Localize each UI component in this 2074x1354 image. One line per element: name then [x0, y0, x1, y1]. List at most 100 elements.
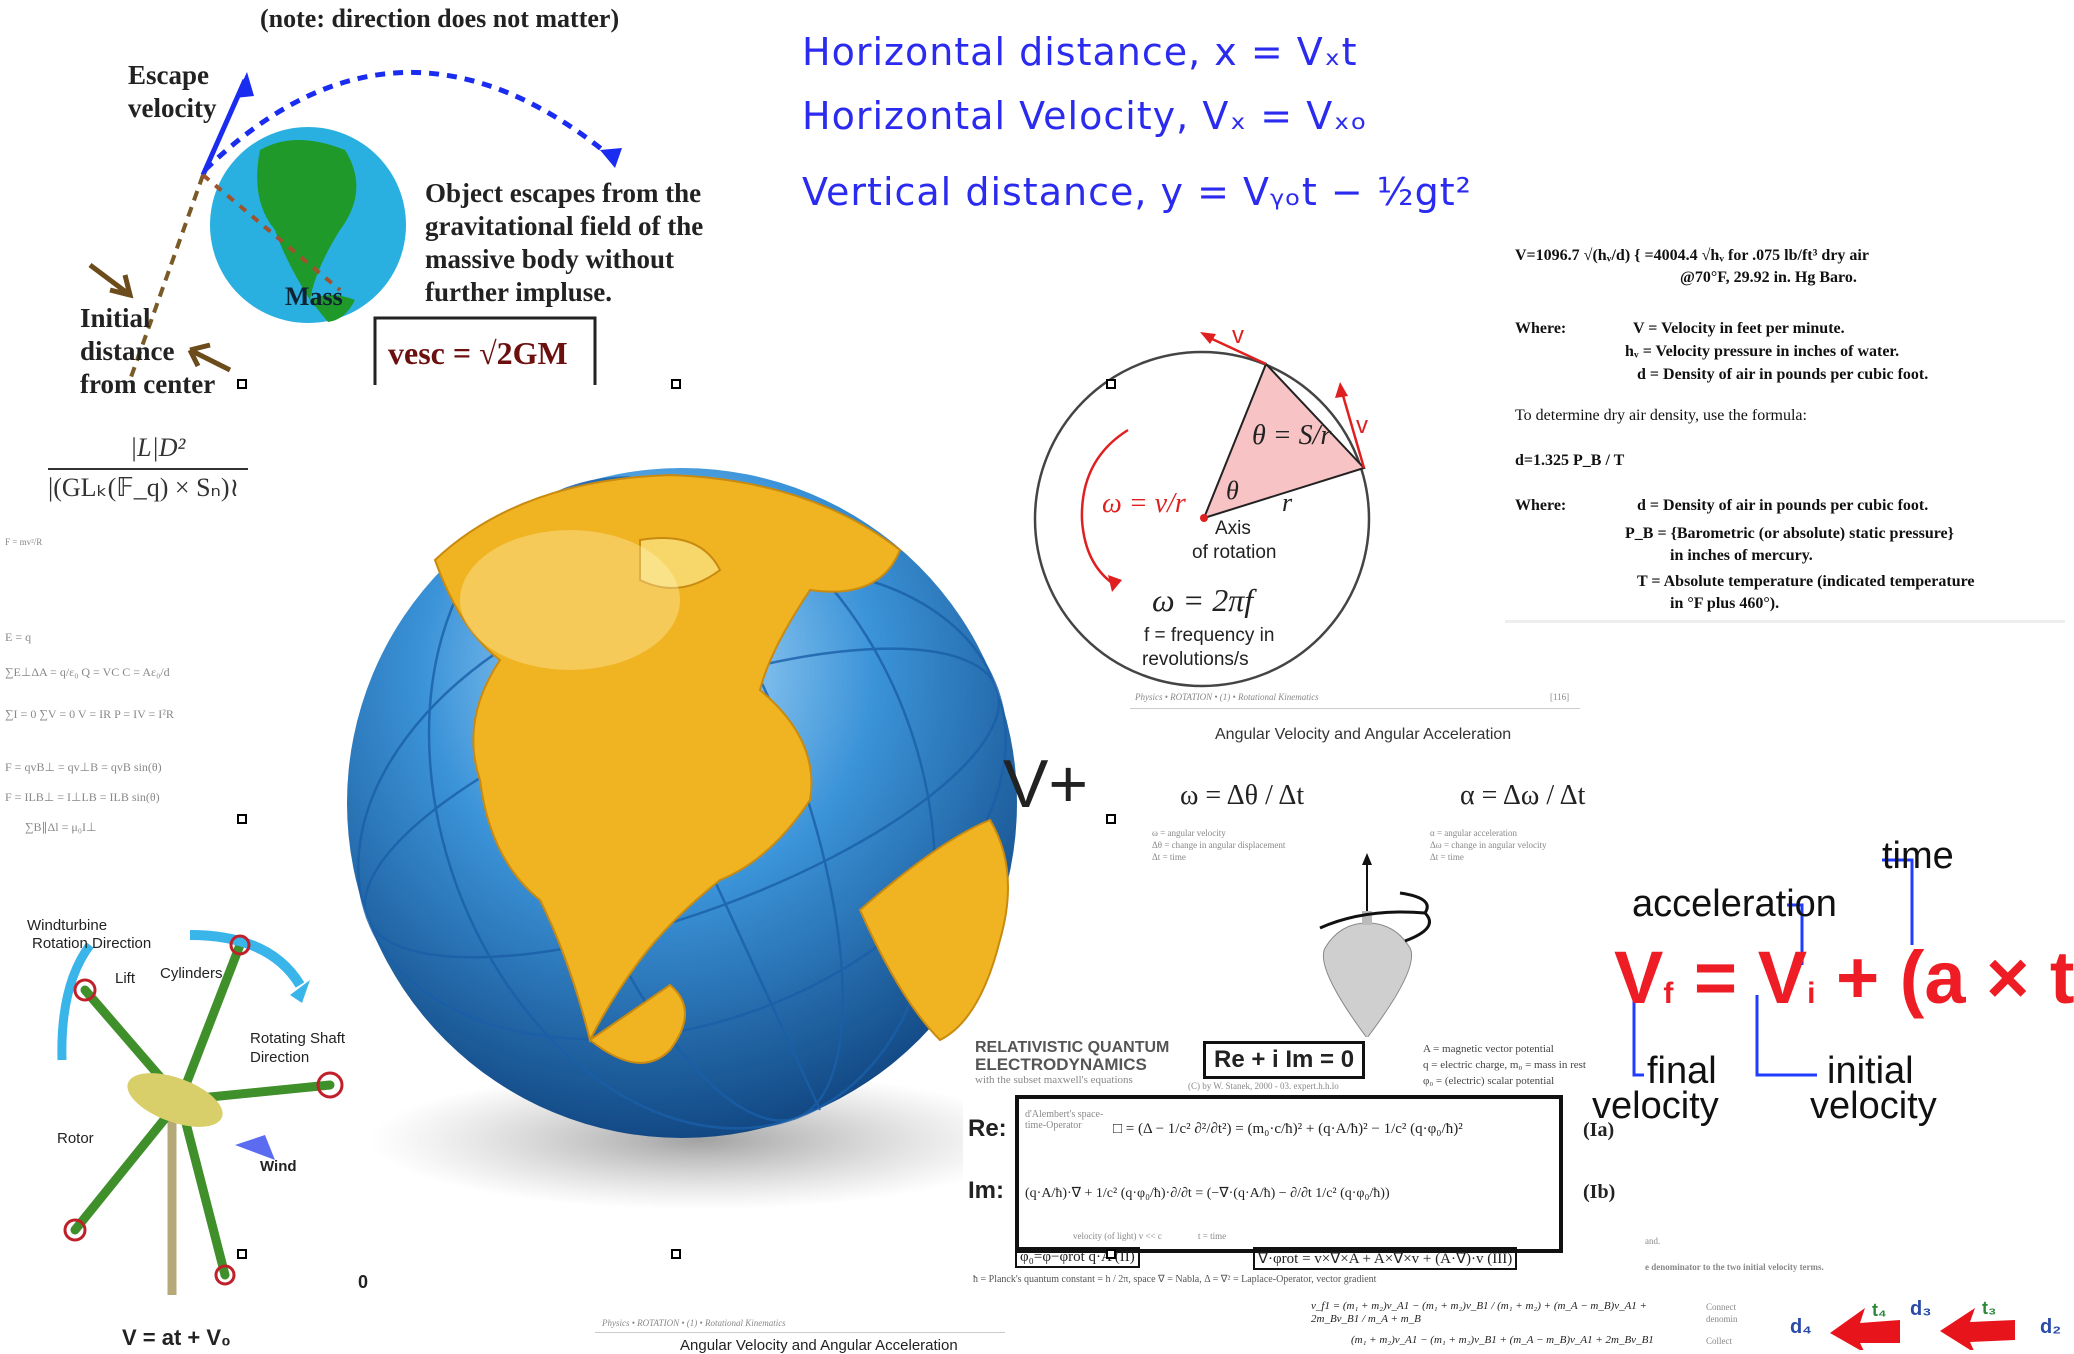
initial-label-2: distance: [80, 336, 175, 366]
vf-symbol: V: [1614, 936, 1664, 1019]
page-title: Angular Velocity and Angular Acceleratio…: [1215, 726, 1512, 743]
equation-horizontal-velocity: Horizontal Velocity, Vₓ = Vₓₒ: [802, 94, 1368, 138]
bottom-page-title: Angular Velocity and Angular Acceleratio…: [680, 1337, 958, 1354]
sector: [1202, 362, 1366, 520]
qed-title-2: ELECTRODYNAMICS: [975, 1055, 1147, 1074]
bottom-page-header: Physics • ROTATION • (1) • Rotational Ki…: [602, 1318, 786, 1328]
alpha-legend-2: Δω = change in angular velocity: [1430, 840, 1547, 850]
label-t4: t₄: [1872, 1300, 1887, 1320]
omega-legend-2: Δθ = change in angular displacement: [1152, 840, 1286, 850]
collision-side-1: Connect: [1706, 1302, 1736, 1312]
formula-4: ∑I = 0 ∑V = 0 V = IR P = IV = I²R: [5, 707, 174, 721]
mass-label: Mass: [285, 282, 343, 311]
re-equation: □ = (Δ − 1/c² ∂²/∂t²) = (m₀·c/ħ)² + (q·A…: [1113, 1121, 1463, 1137]
collision-note-2: e denominator to the two initial velocit…: [1645, 1262, 1824, 1272]
qed-subtitle: with the subset maxwell's equations: [975, 1074, 1133, 1086]
description-2: gravitational field of the: [425, 211, 704, 241]
def-baro: P_B = {Barometric (or absolute) static p…: [1625, 525, 1954, 542]
qed-def-1: A = magnetic vector potential: [1423, 1043, 1554, 1055]
angular-velocity-page[interactable]: Physics • ROTATION • (1) • Rotational Ki…: [1130, 688, 1590, 1040]
omega-legend-1: ω = angular velocity: [1152, 828, 1226, 838]
def-temp-2: in °F plus 460°).: [1670, 595, 1780, 612]
angular-rotation-diagram[interactable]: v v θ = S/r ω = v/r θ r Axis of rotation…: [1020, 320, 1390, 690]
velocity-label-1: v: [1232, 322, 1244, 349]
final-label-1: final: [1647, 1050, 1717, 1092]
where-label-2: Where:: [1515, 497, 1567, 514]
bottom-equation-2: ∇·φrot = v×∇×A + A×∇×v + (A·∇)·v (III): [1253, 1247, 1518, 1270]
equals-symbol: =: [1693, 936, 1738, 1019]
axis-label-2: of rotation: [1192, 542, 1277, 563]
time-note: t = time: [1198, 1231, 1227, 1241]
collision-formula-image[interactable]: v_f1 = (m₁ + m₂)v_A1 − (m₁ + m₂)v_B1 / (…: [1311, 1298, 1738, 1350]
vf-subscript: f: [1663, 977, 1674, 1010]
final-velocity-equation-image[interactable]: time acceleration Vf = Vi + (a × t) fina…: [1592, 835, 2074, 1135]
note-text: (note: direction does not matter): [260, 4, 620, 33]
label-d4: d₄: [1790, 1316, 1812, 1338]
final-label-2: velocity: [1592, 1085, 1719, 1127]
initial-label-3: from center: [80, 369, 216, 399]
collision-note-1: and.: [1645, 1236, 1661, 1246]
label-d2: d₂: [2040, 1316, 2062, 1338]
density-formula: d=1.325 P_B / T: [1515, 452, 1625, 469]
dalembert-label: d'Alembert's space-time-Operator: [1025, 1109, 1104, 1131]
re-label: Re:: [968, 1115, 1007, 1142]
fraction-numerator: |L|D²: [130, 433, 186, 462]
theta-label: θ: [1226, 476, 1239, 505]
omega-legend-3: Δt = time: [1152, 852, 1186, 862]
formula-strip-image[interactable]: |L|D² |(GLₖ(𝔽_q) × Sₙ)≀ F = mv²/R E = q …: [0, 425, 248, 855]
selection-handle-top-middle[interactable]: [671, 379, 681, 389]
displacement-arrows-image[interactable]: d₄ t₄ d₃ t₃ d₂: [1760, 1298, 2074, 1350]
air-velocity-formula-image[interactable]: V=1096.7 √(hᵥ/d) { =4004.4 √hᵥ for .075 …: [1505, 235, 2065, 623]
globe-icon: [347, 468, 1030, 1210]
eq-label-ia: (Ia): [1583, 1119, 1615, 1141]
velocity-note: velocity (of light) v << c: [1073, 1231, 1162, 1241]
selection-handle-top-right[interactable]: [1106, 379, 1116, 389]
rotor-label: Rotor: [57, 1130, 94, 1147]
def-pressure: hᵥ = Velocity pressure in inches of wate…: [1625, 343, 1900, 360]
def-baro-2: in inches of mercury.: [1670, 547, 1813, 564]
quantum-electrodynamics-image[interactable]: RELATIVISTIC QUANTUM ELECTRODYNAMICS wit…: [963, 1037, 1626, 1293]
page-number: [116]: [1550, 692, 1570, 702]
alpha-legend-1: α = angular acceleration: [1430, 828, 1517, 838]
red-arrows-icon: [1830, 1308, 2015, 1350]
selection-handle-middle-left[interactable]: [237, 814, 247, 824]
formula-3: ∑E⊥ΔA = q/ε₀ Q = VC C = Aε₀/d: [5, 665, 170, 679]
omega-definition: ω = Δθ / Δt: [1180, 780, 1305, 811]
formula-1: F = mv²/R: [5, 537, 43, 547]
shaft-label-2: Direction: [250, 1049, 310, 1066]
header-rule: [1130, 708, 1580, 709]
selection-handle-bottom-middle[interactable]: [671, 1249, 681, 1259]
velocity-formula: V=1096.7 √(hᵥ/d) { =4004.4 √hᵥ for .075 …: [1515, 247, 1869, 264]
globe-image[interactable]: [340, 440, 1030, 1220]
im-label: Im:: [968, 1177, 1004, 1204]
collision-eq-1: v_f1 = (m₁ + m₂)v_A1 − (m₁ + m₂)v_B1 / (…: [1311, 1300, 1647, 1325]
wind-label: Wind: [260, 1158, 297, 1175]
eq-label-ib: (Ib): [1583, 1181, 1616, 1203]
qed-footer: ħ = Planck's quantum constant = h / 2π, …: [973, 1274, 1377, 1285]
equation-vertical-distance: Vertical distance, y = Vᵧₒt − ½gt²: [802, 170, 1472, 214]
spinning-top-icon: [1319, 853, 1431, 1039]
alpha-definition: α = Δω / Δt: [1460, 780, 1586, 811]
omega-equation: ω = v/r: [1102, 488, 1186, 519]
main-equation: Re + i Im = 0: [1203, 1041, 1366, 1079]
description-3: massive body without: [425, 244, 675, 274]
selection-handle-bottom-left[interactable]: [237, 1249, 247, 1259]
formula-6: F = ILB⊥ = I⊥LB = ILB sin(θ): [5, 790, 160, 804]
lift-label: Lift: [115, 970, 136, 987]
radius-label: r: [1282, 488, 1293, 517]
escape-diagram: [88, 69, 622, 385]
density-intro: To determine dry air density, use the fo…: [1515, 407, 1807, 424]
cylinders-label: Cylinders: [160, 965, 223, 982]
theta-equation: θ = S/r: [1252, 420, 1332, 451]
bottom-header-rule: [595, 1332, 1005, 1333]
selection-handle-bottom-right[interactable]: [1106, 1249, 1116, 1259]
kinematics-equation: Vf = Vi + (a × t): [1614, 935, 2074, 1020]
escape-velocity-image[interactable]: (note: direction does not matter) Escape…: [70, 0, 740, 399]
equation-horizontal-distance: Horizontal distance, x = Vₓt: [802, 30, 1358, 74]
alpha-legend-3: Δt = time: [1430, 852, 1464, 862]
windturbine-image[interactable]: Windturbine Rotation Direction Lift Cyli…: [0, 905, 358, 1305]
selection-handle-middle-right[interactable]: [1106, 814, 1116, 824]
selection-handle-top-left[interactable]: [237, 379, 247, 389]
formula-2: E = q: [5, 630, 32, 644]
equation-frame: [1015, 1095, 1563, 1253]
